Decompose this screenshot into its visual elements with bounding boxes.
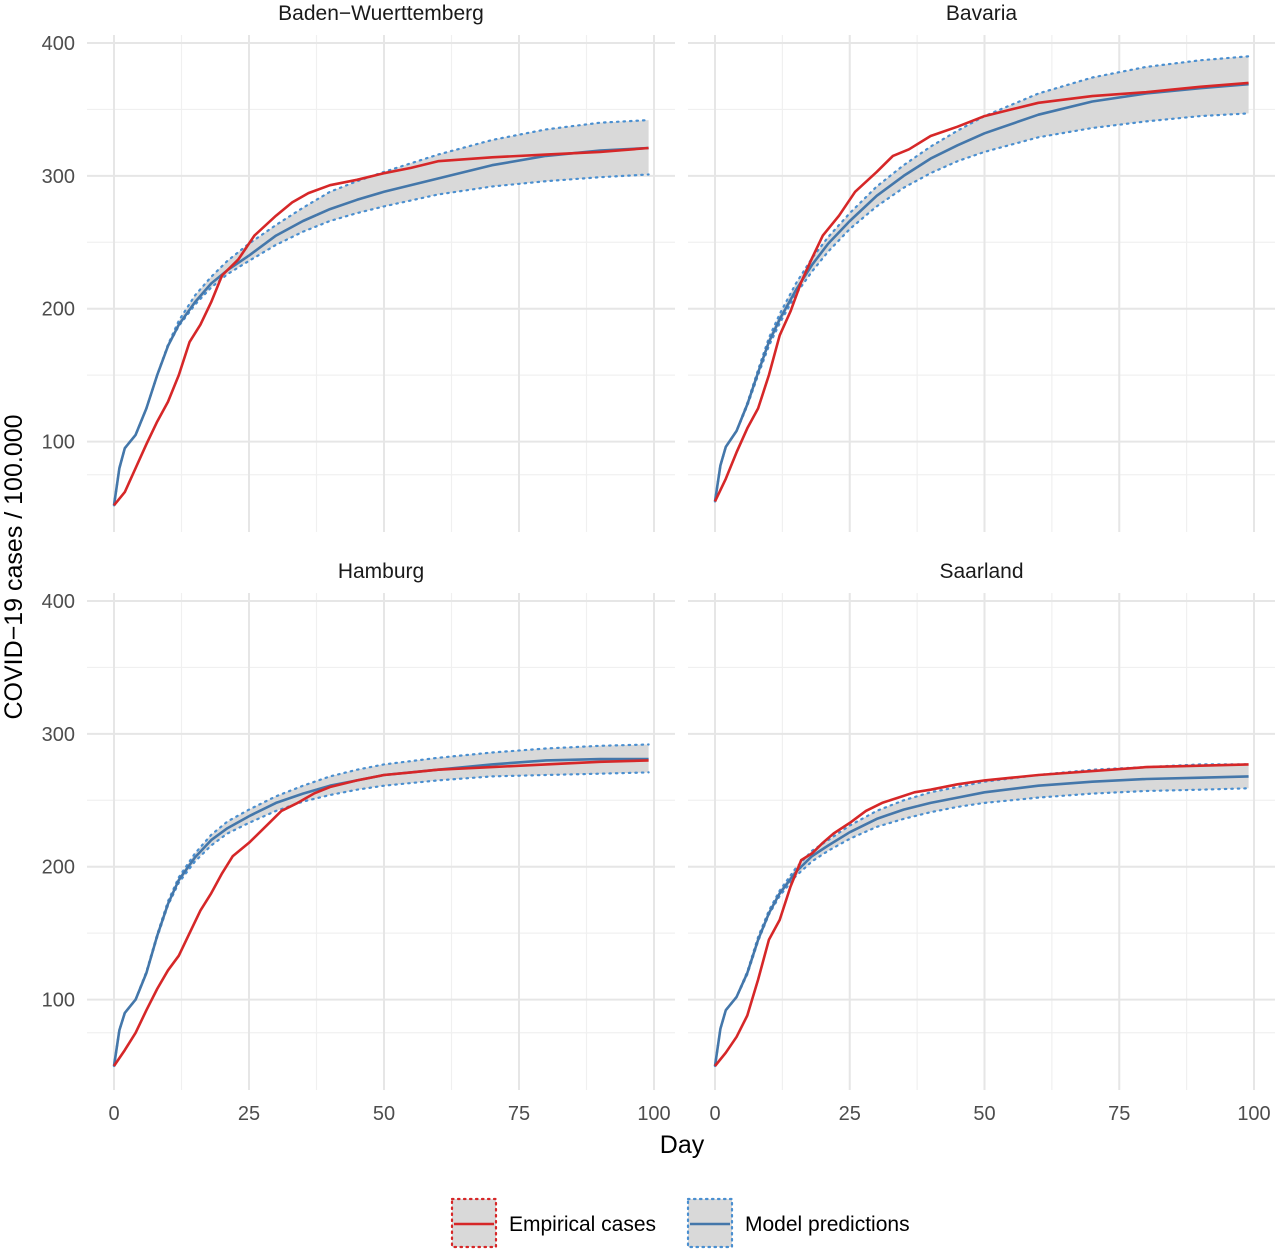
prediction-band (114, 744, 649, 1066)
band-lower-border (713, 112, 1250, 503)
legend-label: Model predictions (745, 1213, 910, 1236)
prediction-band (114, 120, 649, 506)
panel-2: Bavaria (688, 2, 1275, 532)
panel-title: Bavaria (946, 2, 1018, 25)
model-prediction-line (112, 757, 649, 1067)
band-upper-border (112, 743, 650, 1068)
prediction-band (715, 764, 1249, 1066)
y-tick-label: 200 (42, 299, 75, 321)
panel-1: Baden−Wuerttemberg 100 200 300 400 (42, 2, 675, 532)
panel-title: Baden−Wuerttemberg (278, 2, 484, 25)
panel-title: Saarland (939, 560, 1023, 583)
band-lower-border (713, 787, 1250, 1068)
y-tick-label: 400 (42, 591, 75, 613)
x-tick-label: 100 (637, 1103, 670, 1125)
empirical-cases-line (713, 81, 1249, 502)
x-axis-title: Day (660, 1131, 705, 1159)
band-upper-border (112, 119, 650, 507)
x-tick-label: 100 (1237, 1103, 1270, 1125)
model-prediction-line (713, 775, 1249, 1067)
prediction-band (715, 56, 1249, 502)
y-tick-label: 300 (42, 166, 75, 188)
band-lower-border (112, 173, 650, 507)
y-tick-label: 400 (42, 33, 75, 55)
y-tick-label: 300 (42, 724, 75, 746)
y-tick-label: 100 (42, 990, 75, 1012)
y-axis-title: COVID−19 cases / 100.000 (0, 414, 28, 719)
x-tick-label: 50 (973, 1103, 995, 1125)
x-tick-label: 75 (1108, 1103, 1130, 1125)
panel-title: Hamburg (338, 560, 424, 583)
model-prediction-line (713, 82, 1249, 502)
x-tick-label: 25 (238, 1103, 260, 1125)
x-tick-label: 75 (508, 1103, 530, 1125)
empirical-cases-line (112, 146, 649, 507)
legend: Empirical cases Model predictions (450, 1197, 910, 1249)
y-tick-label: 100 (42, 432, 75, 454)
model-prediction-line (112, 146, 649, 506)
facet-panels: Baden−Wuerttemberg 100 200 300 400 Bavaria Ham… (42, 2, 1275, 1125)
x-tick-label: 0 (709, 1103, 720, 1125)
axis-labels: COVID−19 cases / 100.000 Day (0, 414, 705, 1159)
empirical-cases-line (112, 759, 649, 1067)
legend-item: Model predictions (686, 1197, 910, 1249)
x-tick-label: 0 (108, 1103, 119, 1125)
panel-4: Saarland 0 25 50 75 100 (688, 560, 1275, 1125)
panel-3: Hamburg 100 200 300 400 0 25 50 75 100 (42, 560, 675, 1125)
empirical-cases-line (713, 763, 1249, 1067)
legend-label: Empirical cases (509, 1213, 656, 1236)
band-lower-border (112, 771, 650, 1068)
legend-item: Empirical cases (450, 1197, 656, 1249)
x-tick-label: 25 (839, 1103, 861, 1125)
y-tick-label: 200 (42, 857, 75, 879)
band-upper-border (713, 763, 1250, 1068)
x-tick-label: 50 (373, 1103, 395, 1125)
